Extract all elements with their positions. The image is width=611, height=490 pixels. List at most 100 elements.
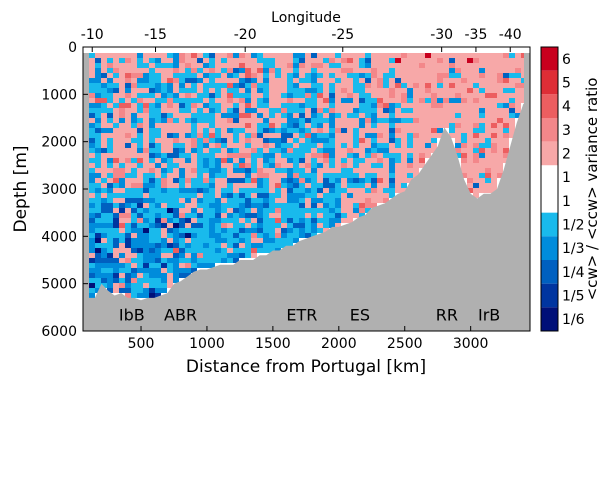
variance-cell [209,108,215,113]
variance-cell [497,163,503,168]
variance-cell [119,138,125,143]
variance-cell [131,208,137,213]
variance-cell [437,53,443,58]
x-tick-label: 3000 [453,336,489,352]
variance-cell [359,133,365,138]
variance-cell [263,233,269,238]
variance-cell [443,58,449,63]
variance-cell [101,208,107,213]
variance-cell [293,103,299,108]
variance-cell [137,218,143,223]
variance-cell [161,183,167,188]
variance-cell [197,233,203,238]
variance-cell [137,53,143,58]
variance-cell [257,233,263,238]
variance-cell [425,138,431,143]
variance-cell [383,63,389,68]
variance-cell [179,58,185,63]
variance-cell [515,63,521,68]
variance-cell [185,153,191,158]
variance-cell [107,178,113,183]
variance-cell [221,243,227,248]
variance-cell [227,53,233,58]
variance-cell [449,128,455,133]
variance-cell [131,63,137,68]
variance-cell [119,278,125,283]
variance-cell [341,73,347,78]
variance-cell [89,58,95,63]
variance-cell [209,238,215,243]
variance-cell [509,68,515,73]
variance-cell [317,218,323,223]
variance-cell [227,168,233,173]
variance-cell [329,128,335,133]
variance-cell [119,153,125,158]
variance-cell [317,138,323,143]
variance-cell [359,183,365,188]
variance-cell [383,188,389,193]
variance-cell [113,93,119,98]
variance-cell [503,53,509,58]
variance-cell [95,188,101,193]
variance-cell [311,178,317,183]
variance-cell [185,248,191,253]
variance-cell [257,128,263,133]
variance-cell [371,178,377,183]
variance-cell [509,103,515,108]
variance-cell [311,103,317,108]
variance-cell [473,138,479,143]
variance-cell [185,103,191,108]
variance-cell [227,108,233,113]
variance-cell [95,238,101,243]
variance-cell [299,178,305,183]
variance-cell [365,188,371,193]
variance-cell [365,133,371,138]
variance-cell [149,273,155,278]
variance-cell [101,203,107,208]
variance-cell [443,113,449,118]
variance-cell [359,163,365,168]
variance-cell [353,163,359,168]
variance-cell [395,138,401,143]
variance-cell [101,58,107,63]
variance-cell [239,133,245,138]
variance-cell [137,198,143,203]
variance-cell [113,283,119,288]
variance-cell [329,183,335,188]
variance-cell [101,123,107,128]
variance-cell [113,173,119,178]
variance-cell [203,198,209,203]
variance-cell [233,183,239,188]
variance-cell [461,113,467,118]
variance-cell [119,103,125,108]
variance-cell [377,98,383,103]
variance-cell [407,68,413,73]
variance-cell [167,188,173,193]
variance-cell [443,103,449,108]
variance-cell [245,123,251,128]
variance-cell [383,143,389,148]
variance-cell [365,93,371,98]
variance-cell [227,98,233,103]
variance-cell [287,213,293,218]
variance-cell [203,233,209,238]
variance-cell [263,148,269,153]
variance-cell [335,88,341,93]
variance-cell [341,83,347,88]
variance-cell [281,118,287,123]
variance-cell [215,208,221,213]
variance-cell [245,78,251,83]
variance-cell [455,128,461,133]
variance-cell [401,163,407,168]
variance-cell [317,228,323,233]
y-tick-label: 1000 [41,87,77,103]
variance-cell [479,188,485,193]
variance-cell [329,93,335,98]
variance-cell [479,113,485,118]
variance-cell [365,208,371,213]
variance-cell [101,138,107,143]
variance-cell [233,88,239,93]
variance-cell [161,258,167,263]
variance-cell [305,198,311,203]
variance-cell [209,198,215,203]
